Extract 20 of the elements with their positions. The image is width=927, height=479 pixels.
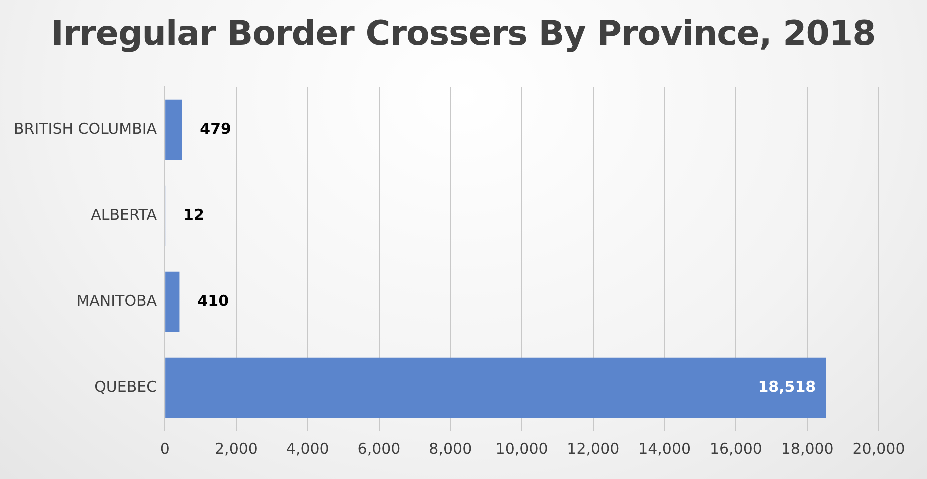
y-tick-label: BRITISH COLUMBIA [14, 120, 158, 138]
x-tick-label: 20,000 [852, 440, 906, 458]
x-tick-label: 14,000 [638, 440, 692, 458]
x-tick-label: 10,000 [496, 440, 548, 458]
x-tick-label: 6,000 [358, 440, 401, 458]
data-label: 479 [200, 120, 232, 138]
x-tick-label: 4,000 [286, 440, 330, 458]
x-tick-label: 2,000 [214, 440, 258, 458]
y-tick-label: QUEBEC [94, 378, 158, 396]
x-tick-label: 18,000 [781, 440, 834, 458]
y-tick-label: ALBERTA [91, 206, 158, 224]
x-tick-label: 0 [160, 440, 170, 458]
x-tick-label: 16,000 [710, 440, 762, 458]
y-tick-label: MANITOBA [76, 292, 158, 310]
chart-title: Irregular Border Crossers By Province, 2018 [50, 14, 877, 54]
x-tick-label: 12,000 [567, 440, 620, 458]
data-label: 18,518 [758, 378, 816, 396]
data-label: 410 [198, 292, 230, 310]
data-label: 12 [184, 206, 204, 224]
x-tick-label: 8,000 [429, 440, 472, 458]
